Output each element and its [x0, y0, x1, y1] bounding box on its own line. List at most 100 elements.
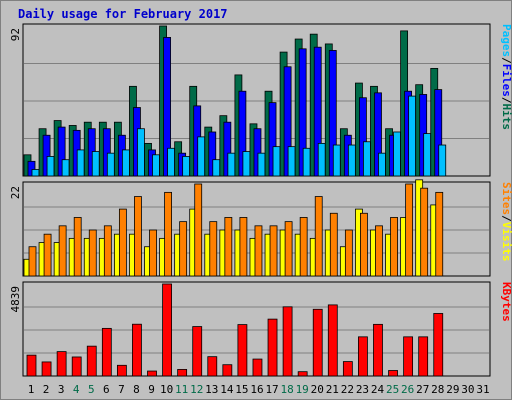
bar-kbytes-day-16 [252, 358, 263, 377]
x-tick-day-2: 2 [43, 383, 50, 396]
bar-pages-day-24 [378, 152, 386, 177]
bar-pages-day-22 [347, 144, 356, 177]
bar-pages-day-5 [91, 151, 100, 177]
bar-pages-day-20 [317, 142, 326, 177]
x-tick-day-8: 8 [133, 383, 140, 396]
bar-kbytes-day-7 [116, 364, 127, 377]
x-tick-day-30: 30 [461, 383, 474, 396]
bar-kbytes-day-13 [207, 356, 218, 377]
bar-pages-day-25 [393, 131, 401, 177]
bar-pages-day-3 [61, 159, 70, 177]
x-tick-day-23: 23 [356, 383, 369, 396]
bar-pages-day-26 [408, 95, 417, 177]
legend-kbytes: KBytes [500, 282, 512, 322]
bar-pages-day-9 [152, 154, 160, 177]
bar-sites-day-27 [420, 187, 429, 277]
bar-kbytes-day-17 [267, 318, 278, 377]
x-tick-day-4: 4 [73, 383, 80, 396]
bar-sites-day-20 [314, 196, 323, 277]
bar-files-day-23 [359, 97, 367, 177]
bar-files-day-13 [208, 131, 217, 177]
bar-kbytes-day-6 [101, 327, 112, 377]
bar-pages-day-14 [227, 152, 236, 177]
ymax-label-kbytes: 4839 [9, 286, 22, 313]
bar-kbytes-day-14 [222, 364, 233, 377]
x-tick-day-18: 18 [281, 383, 294, 396]
bar-kbytes-day-1 [26, 354, 37, 377]
bar-sites-day-13 [209, 221, 218, 277]
bar-pages-day-8 [137, 128, 145, 177]
x-tick-day-22: 22 [341, 383, 354, 396]
legend-item-sites: Sites [500, 182, 512, 215]
x-tick-day-24: 24 [371, 383, 385, 396]
bar-sites-day-16 [254, 225, 263, 277]
bar-sites-day-21 [329, 212, 338, 277]
bar-kbytes-day-19 [297, 371, 308, 377]
x-tick-day-3: 3 [58, 383, 65, 396]
bar-kbytes-day-27 [418, 336, 429, 377]
bar-files-day-18 [283, 66, 292, 177]
bar-kbytes-day-23 [358, 336, 368, 377]
bar-kbytes-day-12 [192, 326, 203, 377]
bar-kbytes-day-8 [132, 323, 142, 377]
legend-item-pages: Pages [500, 24, 512, 57]
legend-item-visits: Visits [500, 222, 512, 262]
x-tick-day-28: 28 [431, 383, 444, 396]
bar-kbytes-day-24 [373, 323, 383, 377]
bar-pages-day-27 [423, 133, 432, 177]
bar-sites-day-23 [360, 212, 368, 277]
bar-pages-day-18 [287, 146, 296, 177]
x-tick-day-20: 20 [311, 383, 324, 396]
bar-files-day-1 [27, 160, 36, 177]
legend-hits-files-pages: Pages/Files/Hits [500, 24, 512, 130]
ymax-label-visits-sites: 22 [9, 186, 22, 199]
bar-pages-day-13 [212, 159, 221, 177]
bar-sites-day-4 [73, 217, 82, 277]
chart-title: Daily usage for February 2017 [18, 7, 228, 21]
bar-sites-day-17 [269, 225, 278, 277]
x-tick-day-5: 5 [88, 383, 95, 396]
bar-kbytes-day-18 [282, 306, 293, 377]
bar-files-day-16 [253, 128, 262, 177]
x-tick-day-21: 21 [326, 383, 339, 396]
x-tick-day-17: 17 [265, 383, 278, 396]
bar-kbytes-day-2 [41, 361, 52, 377]
bar-pages-day-19 [302, 147, 311, 177]
bar-files-day-2 [42, 134, 51, 177]
bar-kbytes-day-20 [312, 308, 323, 377]
bar-pages-day-1 [31, 169, 40, 177]
bar-kbytes-day-25 [388, 370, 398, 377]
bar-pages-day-21 [332, 144, 341, 177]
bar-sites-day-6 [103, 225, 112, 277]
legend-visits-sites: Sites/Visits [500, 182, 512, 262]
x-tick-day-16: 16 [250, 383, 263, 396]
bar-sites-day-10 [164, 191, 172, 277]
bar-sites-day-3 [58, 225, 67, 277]
bar-pages-day-11 [182, 156, 191, 177]
bar-kbytes-day-26 [403, 336, 414, 377]
bar-pages-day-23 [363, 141, 371, 177]
legend-item-kbytes: KBytes [500, 282, 512, 322]
bar-files-day-21 [328, 50, 337, 177]
x-tick-day-27: 27 [416, 383, 429, 396]
bar-sites-day-19 [299, 217, 308, 277]
bar-sites-day-5 [88, 229, 97, 277]
legend-item-hits: Hits [500, 104, 512, 131]
x-tick-day-1: 1 [28, 383, 35, 396]
x-tick-day-14: 14 [220, 383, 234, 396]
legend-item-files: Files [500, 64, 512, 97]
x-tick-day-31: 31 [476, 383, 489, 396]
x-tick-day-6: 6 [103, 383, 110, 396]
bar-kbytes-day-9 [147, 370, 157, 377]
bar-files-day-10 [163, 37, 171, 177]
bar-sites-day-18 [284, 221, 293, 277]
bar-pages-day-10 [167, 147, 175, 177]
legend-item-slash: / [500, 57, 512, 64]
x-tick-day-13: 13 [205, 383, 218, 396]
bar-pages-day-7 [121, 149, 130, 177]
bar-pages-day-12 [197, 136, 206, 177]
bar-sites-day-7 [118, 208, 127, 277]
bar-pages-day-6 [106, 152, 115, 177]
x-tick-day-15: 15 [235, 383, 248, 396]
